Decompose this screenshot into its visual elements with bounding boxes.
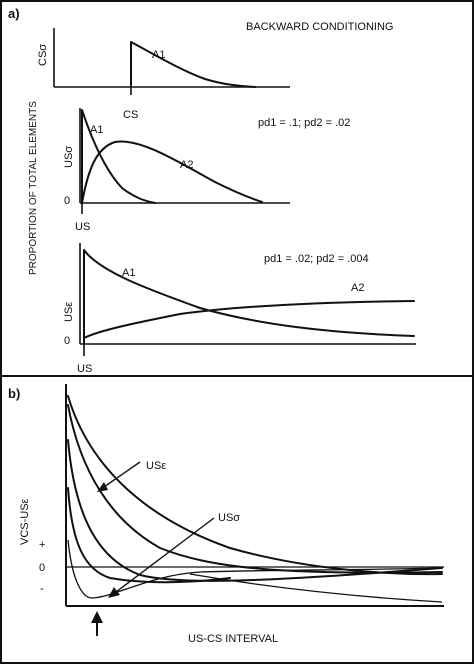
arrow-usg-line xyxy=(115,517,215,593)
panel-a-label: a) xyxy=(8,6,20,21)
plot-us-sigma: USσ 0 US pd1 = .1; pd2 = .02 A1 A2 xyxy=(63,108,350,233)
plot3-ylabel: USε xyxy=(63,302,75,322)
plot3-a1-curve xyxy=(83,249,415,345)
panel-b: b) VCS-USε + 0 - USε USσ US-CS INTERVAL xyxy=(8,384,444,645)
panel-b-curve-3 xyxy=(67,439,443,582)
panel-a-title: BACKWARD CONDITIONING xyxy=(246,21,394,33)
panel-a-y-axis-title: PROPORTION OF TOTAL ELEMENTS xyxy=(28,101,39,275)
plot2-x-marker: US xyxy=(75,221,90,233)
plot-us-epsilon: USε 0 US pd1 = .02; pd2 = .004 A1 A2 xyxy=(63,243,416,375)
plot3-a2-curve xyxy=(83,300,415,339)
plot2-label-a1: A1 xyxy=(90,124,103,136)
panel-b-curve-5 xyxy=(67,539,443,599)
panel-b-curve-4 xyxy=(67,487,231,584)
plot1-ylabel: CSσ xyxy=(37,44,49,66)
panel-b-xlabel: US-CS INTERVAL xyxy=(188,633,278,645)
panel-b-label-use: USε xyxy=(146,460,166,472)
plot2-a1-curve xyxy=(81,109,156,204)
arrow-usg-head xyxy=(108,587,120,598)
plot3-params: pd1 = .02; pd2 = .004 xyxy=(264,253,369,265)
panel-b-curve-1 xyxy=(67,395,443,576)
plot1-a1-curve xyxy=(130,41,256,88)
panel-b-zero: 0 xyxy=(39,562,45,574)
plot-cs-sigma: CSσ CS A1 xyxy=(37,28,290,121)
panel-b-label: b) xyxy=(8,386,20,401)
plot3-label-a1: A1 xyxy=(122,267,135,279)
plot3-zero: 0 xyxy=(64,335,70,347)
panel-b-minus: - xyxy=(40,583,44,595)
panel-b-curve-2 xyxy=(67,404,443,574)
panel-b-ylabel: VCS-USε xyxy=(19,498,31,545)
plot1-x-marker: CS xyxy=(123,109,138,121)
arrow-use-head xyxy=(97,482,108,492)
arrow-use-line xyxy=(103,461,141,488)
plot2-a2-curve xyxy=(81,140,263,204)
panel-b-label-usg: USσ xyxy=(218,512,240,524)
plot3-label-a2: A2 xyxy=(351,282,364,294)
plot2-ylabel: USσ xyxy=(63,146,75,168)
plot3-x-marker: US xyxy=(77,363,92,375)
plot2-params: pd1 = .1; pd2 = .02 xyxy=(258,117,350,129)
panel-b-plus: + xyxy=(39,539,45,551)
panel-b-curve-6 xyxy=(189,573,443,603)
up-arrow-head xyxy=(91,611,103,623)
plot2-zero: 0 xyxy=(64,195,70,207)
